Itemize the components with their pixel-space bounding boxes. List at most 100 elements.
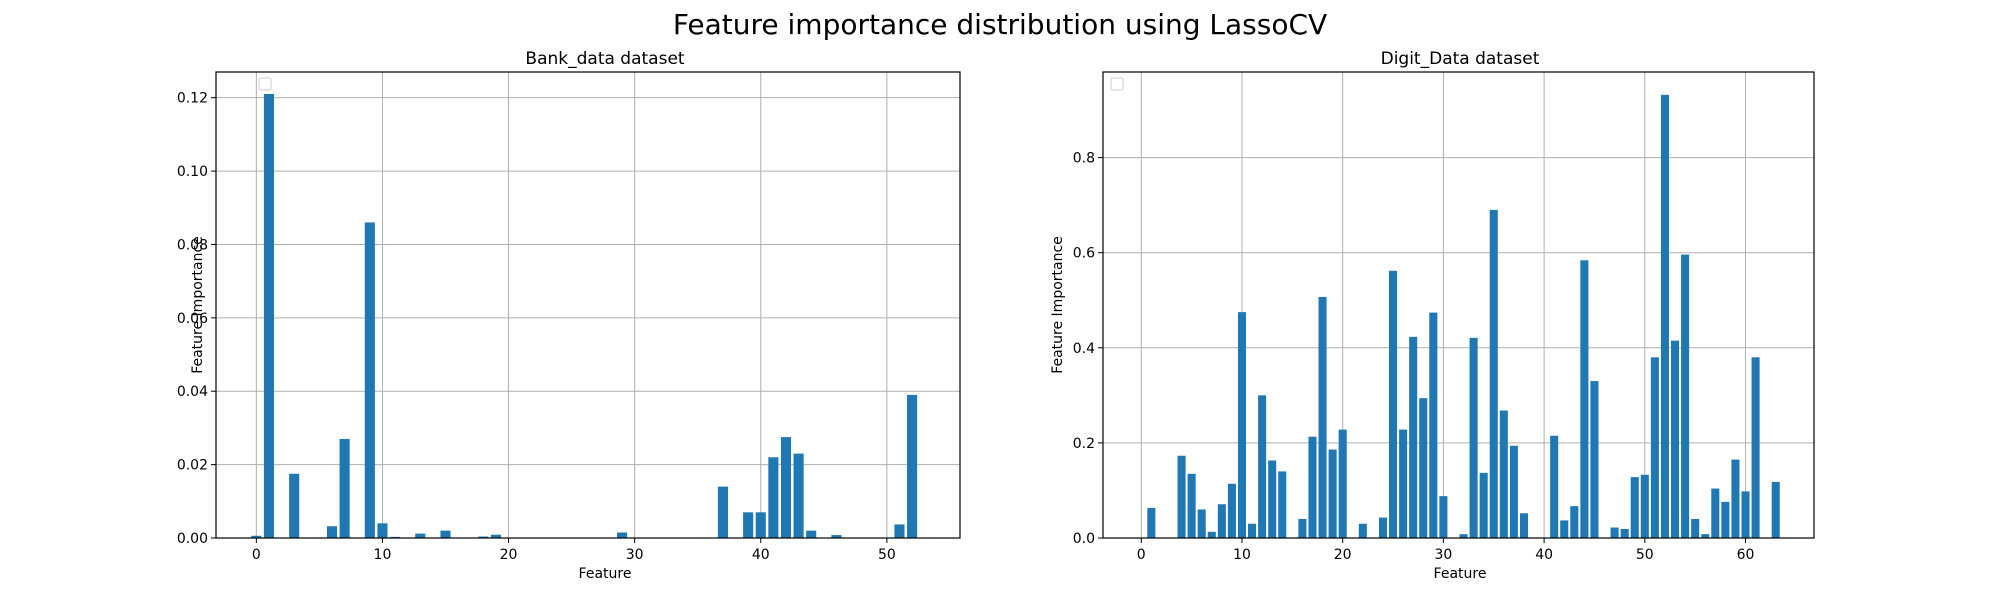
bar (1389, 270, 1398, 538)
y-axis-label: Feature Importance (190, 236, 206, 374)
x-tick-label: 30 (626, 547, 644, 563)
bar (1469, 337, 1478, 538)
bar (780, 437, 792, 538)
bar (1318, 296, 1327, 538)
bar (1227, 483, 1236, 538)
y-tick-label: 0.00 (177, 531, 208, 547)
bar (1509, 445, 1518, 538)
bar (1278, 471, 1287, 538)
x-tick-label: 0 (252, 547, 261, 563)
y-axis-label: Feature Importance (1050, 236, 1066, 374)
x-axis-label: Feature (1434, 566, 1487, 582)
legend-box (1110, 77, 1124, 91)
axes-frame (215, 71, 961, 539)
bar (263, 94, 275, 538)
y-tick-label: 0.4 (1073, 341, 1095, 357)
x-tick-label: 20 (500, 547, 518, 563)
bar (617, 532, 628, 538)
y-tick-label: 0.0 (1073, 531, 1095, 547)
bar (1610, 527, 1619, 538)
bar (1338, 429, 1347, 538)
bar (377, 523, 388, 538)
digit-data-chart: Digit_Data dataset 0 10 20 30 40 50 60 0.0 0.2 0.… (1050, 49, 1815, 582)
x-axis-label: Feature (579, 566, 632, 582)
bar (894, 524, 905, 538)
bar (1640, 474, 1649, 538)
y-tick-label: 0.10 (177, 164, 208, 180)
bar (1630, 477, 1639, 538)
bar (1409, 336, 1418, 538)
bar (1258, 395, 1267, 538)
bar (478, 536, 489, 538)
bar (1328, 449, 1337, 538)
bar (1459, 534, 1468, 538)
bar (755, 512, 766, 538)
bar (326, 526, 338, 538)
y-tick-label: 0.06 (177, 311, 208, 327)
bar (743, 512, 754, 538)
bar (1187, 473, 1196, 538)
bar (1358, 523, 1367, 538)
y-tick-label: 0.2 (1073, 436, 1095, 452)
bar (1298, 518, 1307, 538)
bar (1741, 491, 1750, 538)
bar (1479, 472, 1488, 538)
y-tick-label: 0.12 (177, 91, 208, 107)
bar (717, 486, 728, 538)
bar (339, 438, 350, 538)
y-tick-label: 0.6 (1073, 246, 1095, 262)
bar (490, 534, 501, 538)
bar (1419, 398, 1428, 538)
x-tick-label: 20 (1334, 547, 1352, 563)
bar (1197, 509, 1206, 538)
bar (1399, 429, 1408, 538)
bar (1670, 340, 1680, 538)
bar (1711, 488, 1720, 538)
bar (1660, 94, 1669, 538)
bar (793, 453, 804, 538)
bar (1177, 455, 1186, 538)
bar (1771, 481, 1780, 538)
bar (415, 533, 426, 538)
x-tick-label: 10 (374, 547, 392, 563)
bar (1731, 459, 1740, 538)
bar (440, 530, 451, 538)
x-tick-label: 0 (1137, 547, 1146, 563)
bar (1308, 436, 1317, 538)
bar (1519, 513, 1528, 538)
bar (1691, 518, 1700, 538)
bar (1701, 534, 1710, 538)
bar (831, 535, 842, 538)
bar (1217, 504, 1226, 538)
bar (289, 473, 300, 538)
bar (1499, 410, 1508, 538)
axes-frame (1102, 71, 1815, 539)
x-tick-label: 60 (1737, 547, 1755, 563)
x-tick-label: 10 (1233, 547, 1251, 563)
y-tick-label: 0.02 (177, 458, 208, 474)
y-tick-label: 0.04 (177, 384, 208, 400)
bar (1237, 312, 1247, 538)
bar (1560, 520, 1569, 538)
bar (1268, 460, 1277, 538)
y-tick-label: 0.08 (177, 237, 208, 253)
x-tick-label: 50 (1636, 547, 1654, 563)
figure-title: Feature importance distribution using La… (673, 8, 1327, 41)
bar (1550, 435, 1559, 538)
bar (1570, 506, 1579, 538)
bar (907, 394, 918, 538)
bar (1590, 381, 1599, 538)
bar (1751, 357, 1760, 538)
y-tick-label: 0.8 (1073, 151, 1095, 167)
bar (1650, 357, 1659, 538)
bar (1248, 523, 1257, 538)
bank-data-chart: Bank_data dataset 0 10 20 30 40 50 0.00 0.02 0.0… (177, 49, 961, 582)
bar (806, 530, 817, 538)
x-tick-label: 40 (752, 547, 770, 563)
bar (1429, 312, 1438, 538)
bar (364, 222, 375, 538)
chart-title: Bank_data dataset (525, 49, 685, 69)
chart-title: Digit_Data dataset (1381, 49, 1540, 69)
bar (1721, 501, 1730, 538)
